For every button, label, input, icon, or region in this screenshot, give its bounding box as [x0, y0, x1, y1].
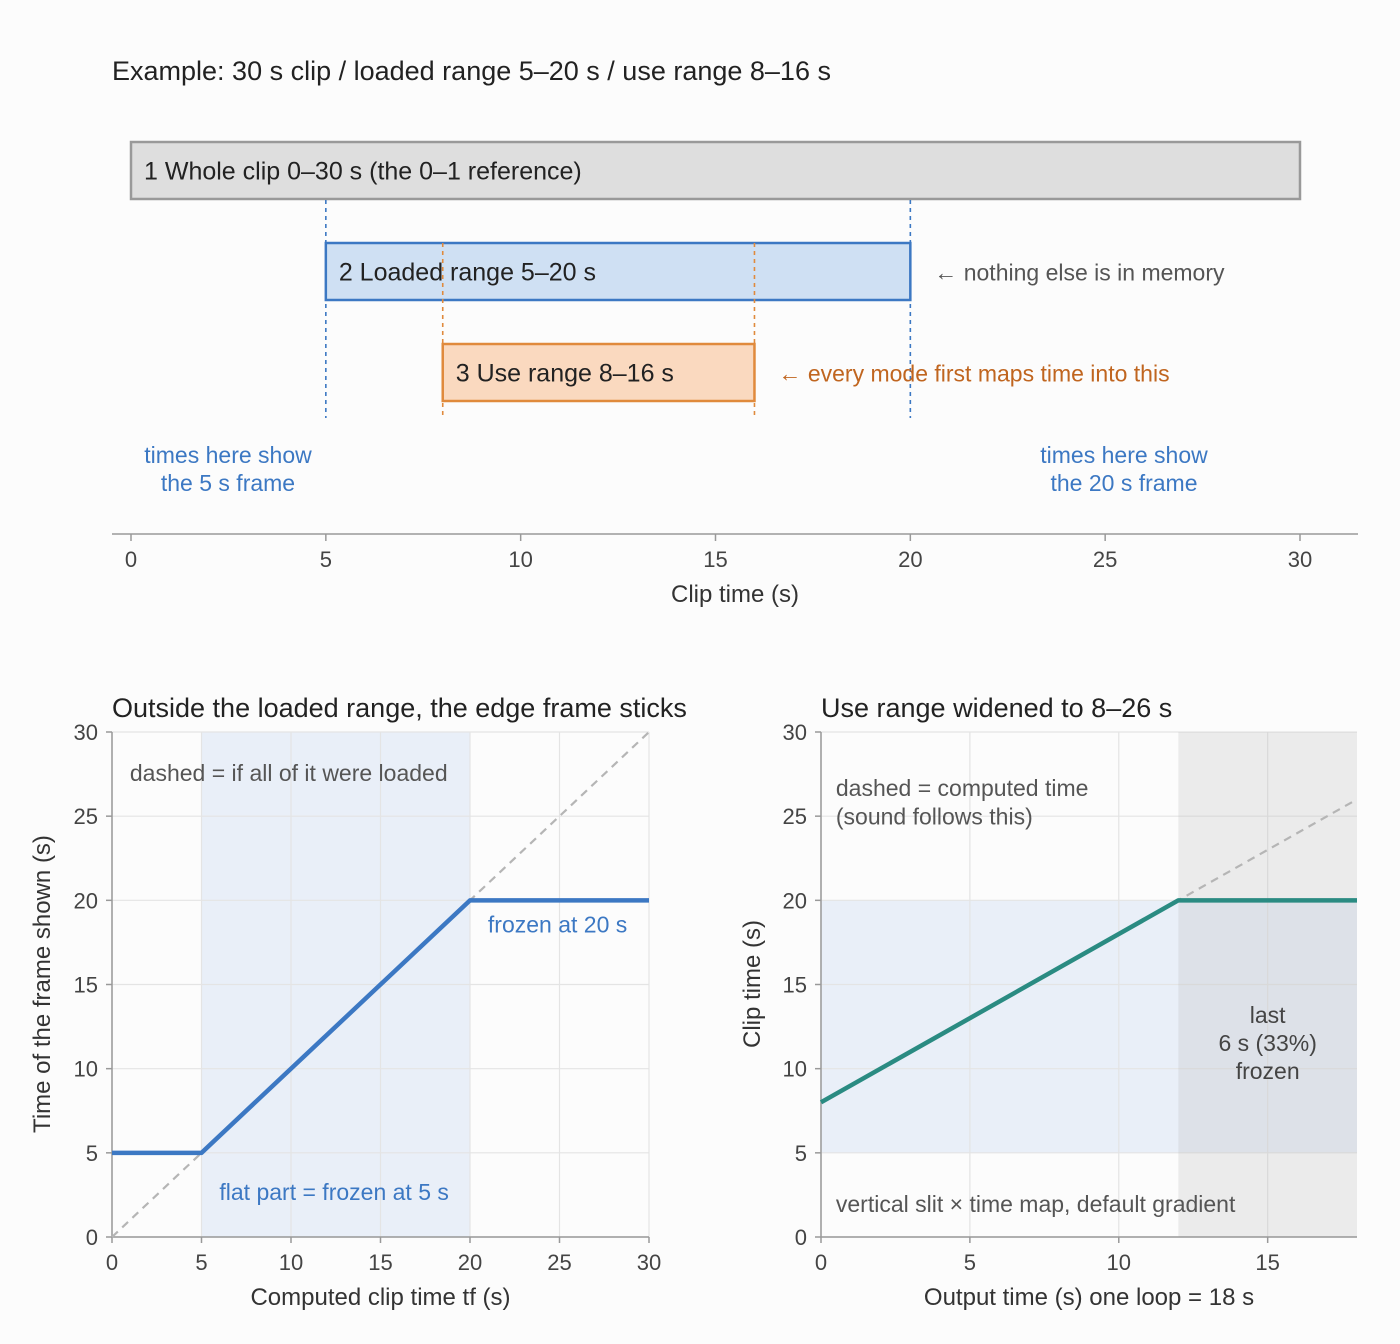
y-tick-label: 5 [86, 1141, 98, 1166]
widened-range-chart: Use range widened to 8–26 s 0 5 10 15 0 5 10 15… [739, 693, 1358, 1311]
plot-annotation-3: vertical slit × time map, default gradie… [836, 1191, 1236, 1217]
widened-range-x-label: Output time (s) one loop = 18 s [924, 1284, 1254, 1311]
clip-tick-label: 25 [1093, 547, 1117, 572]
y-tick-label: 30 [783, 720, 807, 745]
clip-tick-label: 0 [125, 547, 137, 572]
plot-annotation-1: dashed = if all of it were loaded [130, 760, 448, 786]
y-tick-label: 25 [74, 804, 98, 829]
x-tick-label: 0 [106, 1250, 118, 1275]
x-tick-label: 15 [368, 1250, 392, 1275]
y-tick-label: 0 [795, 1225, 807, 1250]
plot-annotation-1: dashed = computed time [836, 775, 1089, 801]
edge-frame-title: Outside the loaded range, the edge frame… [112, 693, 687, 723]
frozen-note: last 6 s (33%) frozen [1218, 1002, 1316, 1084]
range-notes: ← nothing else is in memory ← every mode … [144, 260, 1225, 497]
range-bars: 1 Whole clip 0–30 s (the 0–1 reference) 2… [129, 140, 1302, 403]
frozen-region [1178, 732, 1357, 1237]
y-tick-label: 15 [783, 973, 807, 998]
plot-annotation-2: (sound follows this) [836, 804, 1033, 830]
range-bar-1 [129, 140, 1302, 201]
range-bar-note-2: ← nothing else is in memory [934, 260, 1225, 286]
edge-frame-y-label: Time of the frame shown (s) [29, 835, 56, 1133]
clip-tick-label: 20 [898, 547, 922, 572]
x-tick-label: 30 [637, 1250, 661, 1275]
clip-time-axis-label: Clip time (s) [671, 581, 799, 608]
frame-time-line [819, 898, 1357, 1105]
plot-annotation-3: flat part = frozen at 5 s [219, 1179, 448, 1205]
widened-range-y-label: Clip time (s) [739, 920, 766, 1048]
edge-note-1: times here show the 5 s frame [144, 442, 312, 496]
y-tick-label: 20 [74, 888, 98, 913]
range-bar-label-1: 1 Whole clip 0–30 s (the 0–1 reference) [144, 158, 582, 186]
clip-time-ticks: 0 5 10 15 20 25 30 [125, 534, 1312, 572]
y-tick-label: 20 [783, 888, 807, 913]
clip-tick-label: 5 [320, 547, 332, 572]
x-tick-label: 10 [1107, 1250, 1131, 1275]
frame-time-line [112, 898, 649, 1156]
range-bar-2 [324, 241, 912, 302]
x-tick-label: 15 [1255, 1250, 1279, 1275]
edge-frame-x-label: Computed clip time tf (s) [250, 1284, 510, 1311]
edge-frame-plot: 0 5 10 15 20 25 30 0 5 10 15 20 25 30 dashed = if all … [74, 720, 662, 1275]
y-tick-label: 10 [783, 1057, 807, 1082]
range-guide-lines [325, 200, 912, 418]
y-tick-label: 30 [74, 720, 98, 745]
x-tick-label: 20 [458, 1250, 482, 1275]
x-tick-label: 10 [279, 1250, 303, 1275]
x-tick-label: 25 [547, 1250, 571, 1275]
x-tick-label: 5 [195, 1250, 207, 1275]
widened-range-plot: 0 5 10 15 0 5 10 15 20 25 30 dashed = computed time… [783, 720, 1358, 1275]
edge-frame-chart: Outside the loaded range, the edge frame… [29, 693, 687, 1311]
y-tick-label: 25 [783, 804, 807, 829]
clip-tick-label: 15 [703, 547, 727, 572]
range-bar-note-3: ← every mode first maps time into this [778, 361, 1169, 387]
edge-note-2: times here show the 20 s frame [1040, 442, 1208, 496]
range-bar-label-3: 3 Use range 8–16 s [456, 360, 674, 388]
widened-range-title: Use range widened to 8–26 s [821, 693, 1172, 723]
clip-tick-label: 10 [508, 547, 532, 572]
y-tick-label: 5 [795, 1141, 807, 1166]
plot-annotation-2: frozen at 20 s [488, 911, 627, 937]
y-tick-label: 0 [86, 1225, 98, 1250]
y-tick-label: 10 [74, 1057, 98, 1082]
clip-ranges-title: Example: 30 s clip / loaded range 5–20 s… [112, 56, 831, 86]
clip-ranges-chart: Example: 30 s clip / loaded range 5–20 s… [112, 56, 1358, 608]
y-tick-label: 15 [74, 973, 98, 998]
x-tick-label: 0 [815, 1250, 827, 1275]
x-tick-label: 5 [964, 1250, 976, 1275]
range-bar-label-2: 2 Loaded range 5–20 s [339, 259, 596, 287]
clip-tick-label: 30 [1288, 547, 1312, 572]
